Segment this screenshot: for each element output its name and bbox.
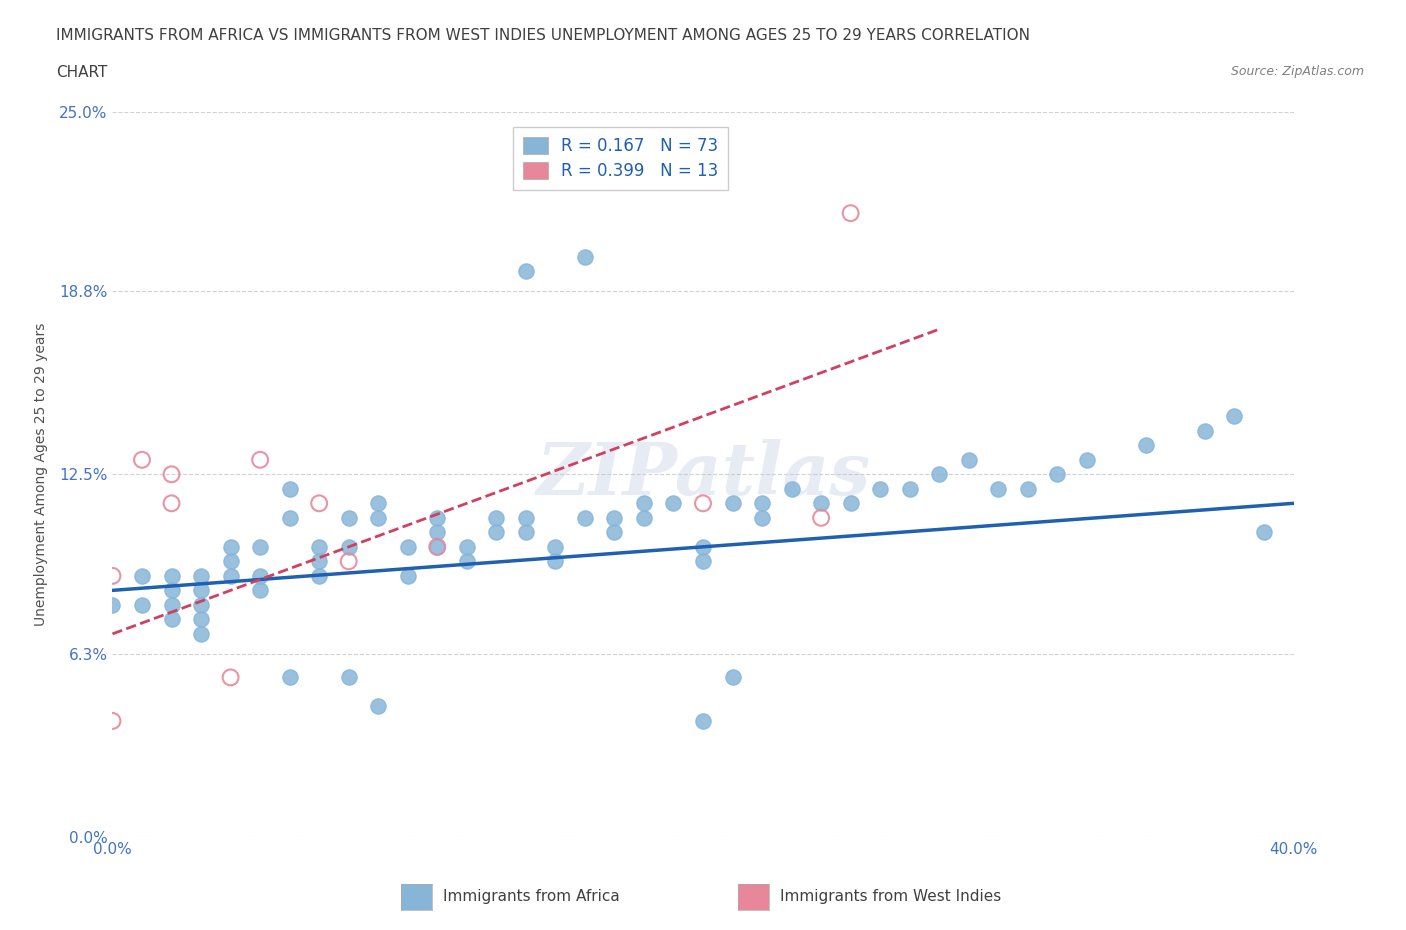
Point: [544, 539, 567, 554]
Point: [574, 249, 596, 264]
Point: [190, 568, 212, 583]
Point: [160, 597, 183, 612]
Point: [515, 511, 537, 525]
Point: [219, 670, 242, 684]
Point: [574, 511, 596, 525]
Point: [515, 525, 537, 539]
Point: [131, 568, 153, 583]
Point: [367, 699, 389, 714]
Point: [751, 496, 773, 511]
Point: [160, 467, 183, 482]
Point: [278, 511, 301, 525]
Y-axis label: Unemployment Among Ages 25 to 29 years: Unemployment Among Ages 25 to 29 years: [34, 323, 48, 626]
Point: [692, 539, 714, 554]
Point: [308, 568, 330, 583]
Point: [219, 554, 242, 569]
Text: IMMIGRANTS FROM AFRICA VS IMMIGRANTS FROM WEST INDIES UNEMPLOYMENT AMONG AGES 25: IMMIGRANTS FROM AFRICA VS IMMIGRANTS FRO…: [56, 28, 1031, 43]
Point: [131, 597, 153, 612]
Text: CHART: CHART: [56, 65, 108, 80]
Point: [603, 511, 626, 525]
Point: [190, 597, 212, 612]
Point: [515, 264, 537, 279]
Point: [692, 713, 714, 728]
Point: [426, 525, 449, 539]
Point: [249, 583, 271, 598]
Point: [160, 612, 183, 627]
Point: [633, 511, 655, 525]
Point: [396, 568, 419, 583]
Point: [544, 554, 567, 569]
Text: Source: ZipAtlas.com: Source: ZipAtlas.com: [1230, 65, 1364, 78]
Point: [692, 496, 714, 511]
Point: [603, 525, 626, 539]
Point: [219, 539, 242, 554]
Point: [987, 482, 1010, 497]
Point: [249, 452, 271, 467]
Point: [426, 539, 449, 554]
Point: [721, 496, 744, 511]
Point: [839, 206, 862, 220]
Point: [337, 539, 360, 554]
Point: [928, 467, 950, 482]
Point: [426, 539, 449, 554]
Point: [1135, 438, 1157, 453]
Point: [101, 597, 124, 612]
Point: [898, 482, 921, 497]
Point: [190, 612, 212, 627]
Point: [1253, 525, 1275, 539]
Point: [957, 452, 980, 467]
Point: [337, 670, 360, 684]
Point: [426, 511, 449, 525]
Point: [692, 554, 714, 569]
Point: [131, 452, 153, 467]
Text: Immigrants from Africa: Immigrants from Africa: [443, 889, 620, 904]
Point: [662, 496, 685, 511]
Point: [249, 568, 271, 583]
Point: [337, 511, 360, 525]
Legend: R = 0.167   N = 73, R = 0.399   N = 13: R = 0.167 N = 73, R = 0.399 N = 13: [513, 127, 728, 191]
Point: [456, 554, 478, 569]
Point: [810, 511, 832, 525]
Point: [751, 511, 773, 525]
Point: [633, 496, 655, 511]
Point: [337, 554, 360, 569]
Point: [869, 482, 891, 497]
Point: [485, 525, 508, 539]
Point: [367, 496, 389, 511]
Point: [249, 539, 271, 554]
Text: Immigrants from West Indies: Immigrants from West Indies: [780, 889, 1001, 904]
Point: [721, 670, 744, 684]
Point: [1076, 452, 1098, 467]
Point: [1223, 409, 1246, 424]
Text: ZIPatlas: ZIPatlas: [536, 439, 870, 510]
Point: [101, 568, 124, 583]
Point: [810, 496, 832, 511]
Point: [219, 568, 242, 583]
Point: [160, 568, 183, 583]
Point: [160, 583, 183, 598]
Point: [1017, 482, 1039, 497]
Point: [190, 583, 212, 598]
Point: [278, 482, 301, 497]
Point: [1194, 423, 1216, 438]
Point: [780, 482, 803, 497]
Point: [367, 511, 389, 525]
Point: [456, 539, 478, 554]
Point: [485, 511, 508, 525]
Point: [396, 539, 419, 554]
Point: [839, 496, 862, 511]
Point: [308, 496, 330, 511]
Point: [1046, 467, 1069, 482]
Point: [278, 670, 301, 684]
Point: [308, 554, 330, 569]
Point: [101, 713, 124, 728]
Point: [308, 539, 330, 554]
Point: [190, 627, 212, 642]
Point: [160, 496, 183, 511]
